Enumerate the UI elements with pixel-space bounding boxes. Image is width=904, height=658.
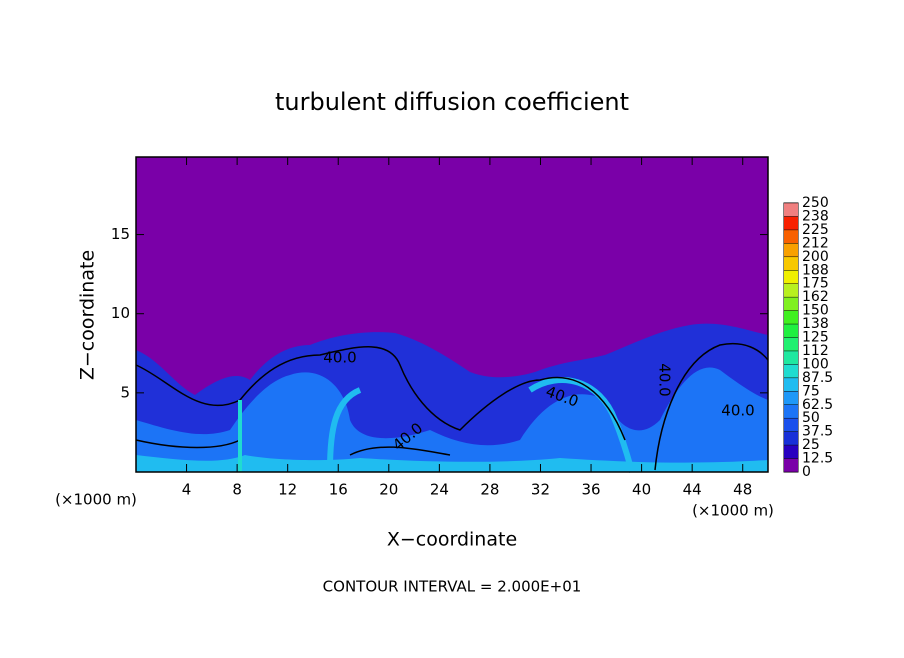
colorbar-label: 62.5 bbox=[802, 397, 833, 413]
chart-title: turbulent diffusion coefficient bbox=[275, 88, 629, 116]
y-axis-label: Z−coordinate bbox=[77, 250, 99, 380]
colorbar-band bbox=[784, 458, 798, 472]
x-tick-label: 20 bbox=[379, 481, 398, 499]
colorbar-label: 238 bbox=[802, 208, 829, 224]
contour-label: 40.0 bbox=[656, 363, 674, 396]
colorbar-label: 125 bbox=[802, 330, 829, 346]
x-tick-label: 24 bbox=[430, 481, 449, 499]
colorbar-label: 112 bbox=[802, 343, 829, 359]
contour-label: 40.0 bbox=[323, 349, 356, 367]
colorbar-band bbox=[784, 364, 798, 378]
colorbar-band bbox=[784, 270, 798, 284]
x-tick-label: 28 bbox=[480, 481, 499, 499]
colorbar-label: 250 bbox=[802, 195, 829, 211]
colorbar-band bbox=[784, 297, 798, 311]
colorbar-label: 75 bbox=[802, 383, 820, 399]
colorbar-band bbox=[784, 216, 798, 230]
field-region bbox=[136, 455, 768, 472]
colorbar-label: 100 bbox=[802, 356, 829, 372]
colorbar-band bbox=[784, 203, 798, 217]
colorbar-label: 150 bbox=[802, 303, 829, 319]
colorbar-band bbox=[784, 256, 798, 271]
x-unit-right: (×1000 m) bbox=[692, 502, 774, 520]
colorbar-band bbox=[784, 350, 798, 365]
contour-label: 40.0 bbox=[721, 402, 754, 420]
colorbar-label: 212 bbox=[802, 235, 829, 251]
x-tick-label: 44 bbox=[683, 481, 702, 499]
field-region bbox=[136, 367, 768, 472]
colorbar-band bbox=[784, 445, 798, 459]
colorbar-label: 0 bbox=[802, 464, 811, 480]
x-tick-label: 12 bbox=[278, 481, 297, 499]
x-tick-label: 4 bbox=[182, 481, 192, 499]
colorbar-label: 138 bbox=[802, 316, 829, 332]
colorbar-band bbox=[784, 283, 798, 298]
colorbar-label: 25 bbox=[802, 437, 820, 453]
x-axis-label: X−coordinate bbox=[387, 529, 517, 551]
x-unit-left: (×1000 m) bbox=[55, 491, 137, 509]
y-tick-label: 5 bbox=[120, 383, 130, 401]
colorbar-label: 175 bbox=[802, 276, 829, 292]
colorbar-label: 200 bbox=[802, 249, 829, 265]
colorbar-band bbox=[784, 337, 798, 351]
footnote: CONTOUR INTERVAL = 2.000E+01 bbox=[323, 578, 582, 596]
colorbar-band bbox=[784, 243, 798, 257]
y-tick-label: 15 bbox=[111, 225, 130, 243]
contour-line bbox=[135, 343, 769, 471]
colorbar-label: 37.5 bbox=[802, 424, 833, 440]
colorbar-label: 225 bbox=[802, 222, 829, 238]
x-tick-label: 32 bbox=[531, 481, 550, 499]
y-tick-label: 10 bbox=[111, 304, 130, 322]
x-tick-label: 48 bbox=[733, 481, 752, 499]
colorbar-band bbox=[784, 324, 798, 338]
colorbar-band bbox=[784, 418, 798, 432]
colorbar-label: 87.5 bbox=[802, 370, 833, 386]
x-tick-label: 8 bbox=[232, 481, 242, 499]
contour-line bbox=[135, 439, 451, 456]
colorbar-band bbox=[784, 391, 798, 405]
colorbar-band bbox=[784, 404, 798, 419]
colorbar-band bbox=[784, 229, 798, 244]
x-tick-label: 40 bbox=[632, 481, 651, 499]
field-streak bbox=[327, 387, 362, 471]
colorbar-label: 12.5 bbox=[802, 451, 833, 467]
colorbar-label: 188 bbox=[802, 262, 829, 278]
colorbar-band bbox=[784, 310, 798, 325]
colorbar-label: 162 bbox=[802, 289, 829, 305]
colorbar-band bbox=[784, 431, 798, 446]
colorbar-band bbox=[784, 377, 798, 392]
plot-frame bbox=[135, 156, 769, 473]
colorbar-label: 50 bbox=[802, 410, 820, 426]
field bbox=[135, 157, 769, 473]
x-tick-label: 16 bbox=[329, 481, 348, 499]
x-tick-label: 36 bbox=[581, 481, 600, 499]
